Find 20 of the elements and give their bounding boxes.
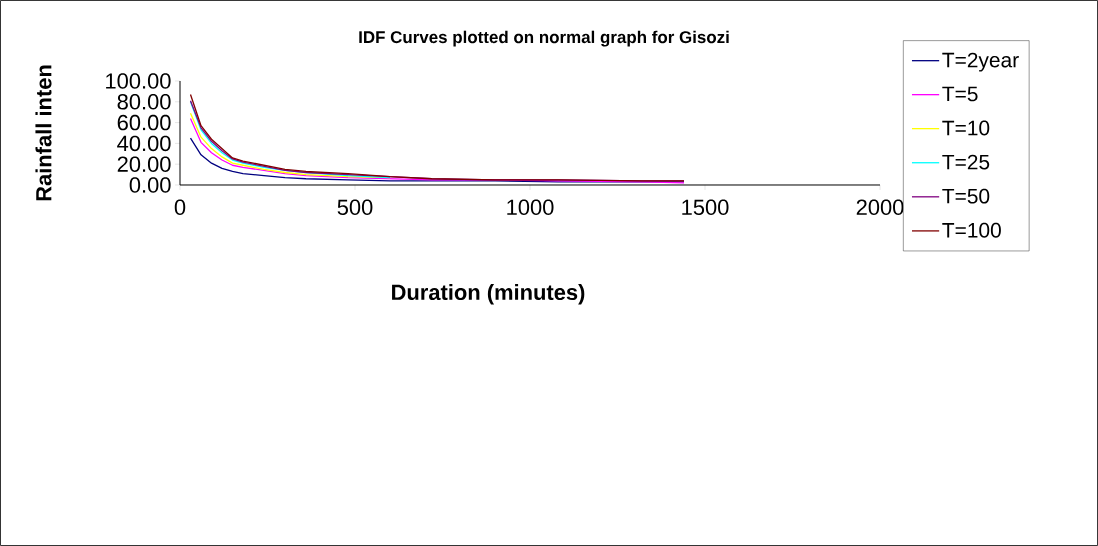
y-tick-label: 80.00: [117, 94, 171, 110]
chart-title: IDF Curves plotted on normal graph for Gisozi: [359, 30, 729, 47]
y-tick-label: 0.00: [129, 177, 171, 193]
x-axis-title: Duration (minutes): [392, 283, 585, 305]
x-tick-label: 1500: [682, 199, 729, 216]
y-axis-title: Rainfall inten: [35, 65, 52, 201]
legend-label: T=25: [942, 154, 990, 170]
legend-label: T=10: [942, 120, 990, 136]
x-tick-label: 500: [337, 199, 373, 216]
x-tick-label: 1000: [507, 199, 554, 216]
y-tick-label: 40.00: [117, 135, 171, 152]
y-tick-label: 20.00: [117, 156, 171, 172]
x-tick-label: 2000: [856, 199, 904, 216]
legend-label: T=50: [942, 188, 990, 204]
y-tick-label: 100.00: [106, 73, 171, 89]
legend-label: T=5: [942, 86, 978, 102]
legend-label: T=100: [942, 222, 1001, 238]
legend-label: T=2year: [942, 52, 1019, 72]
x-tick-label: 0: [174, 199, 186, 216]
y-tick-label: 60.00: [117, 114, 171, 131]
